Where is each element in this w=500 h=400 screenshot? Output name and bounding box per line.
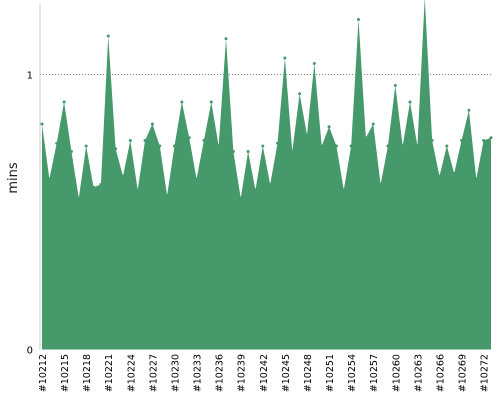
data-point	[430, 139, 434, 142]
data-point	[253, 188, 257, 192]
data-point	[158, 144, 162, 148]
data-point	[342, 188, 346, 192]
data-point	[172, 144, 176, 148]
data-point	[165, 194, 169, 197]
data-point	[379, 183, 383, 186]
data-point	[452, 172, 456, 175]
x-tick-label: #10233	[193, 354, 204, 392]
data-point	[246, 150, 250, 153]
data-point	[408, 100, 412, 104]
data-point	[99, 183, 103, 186]
data-point	[136, 188, 140, 192]
x-tick-label: #10224	[126, 354, 137, 392]
data-point	[106, 34, 110, 38]
data-point	[121, 174, 125, 178]
data-point	[114, 147, 118, 151]
data-point	[268, 183, 272, 186]
data-point	[217, 144, 221, 148]
y-axis-title: mins	[6, 162, 21, 194]
x-tick-label: #10263	[413, 354, 424, 392]
x-tick-label: #10260	[391, 354, 402, 392]
data-point	[150, 122, 154, 126]
data-point	[224, 37, 228, 41]
data-point	[84, 144, 88, 148]
data-point	[298, 92, 302, 96]
data-point	[467, 108, 471, 112]
x-tick-label: #10239	[237, 354, 248, 392]
data-point	[180, 100, 184, 104]
data-point	[69, 150, 73, 153]
x-tick-label: #10245	[281, 354, 292, 392]
x-tick-label: #10266	[435, 354, 446, 392]
y-tick-label: 1	[27, 71, 33, 82]
data-point	[386, 144, 390, 148]
data-point	[209, 100, 213, 104]
area-series	[42, 0, 491, 350]
data-point	[276, 141, 280, 145]
y-tick-label: 0	[27, 346, 33, 357]
data-point	[393, 84, 397, 87]
data-point	[445, 144, 449, 148]
data-point	[349, 144, 353, 148]
data-point	[334, 144, 338, 148]
x-tick-label: #10248	[303, 354, 314, 392]
data-point	[401, 144, 405, 148]
data-point	[92, 185, 96, 189]
data-point	[202, 139, 206, 142]
x-tick-label: #10212	[38, 354, 49, 392]
x-tick-label: #10236	[215, 354, 226, 392]
data-point	[437, 174, 441, 178]
data-point	[239, 196, 243, 200]
data-point	[261, 144, 265, 148]
x-tick-labels: #10212 #10215 #10218 #10221 #10224 #10227 #102…	[38, 354, 491, 392]
x-tick-label: #10251	[325, 354, 336, 392]
data-point	[62, 100, 66, 104]
data-point	[40, 122, 44, 126]
data-point	[128, 139, 132, 142]
data-point	[357, 18, 361, 21]
data-point	[489, 136, 493, 140]
data-point	[312, 62, 316, 65]
x-tick-label: #10230	[170, 354, 181, 392]
data-point	[415, 144, 419, 148]
data-point	[327, 125, 331, 129]
data-point	[187, 136, 191, 140]
x-tick-label: #10269	[458, 354, 469, 392]
data-point	[474, 177, 478, 181]
data-point	[290, 150, 294, 153]
data-point	[283, 56, 287, 60]
x-tick-label: #10218	[82, 354, 93, 392]
data-point	[371, 122, 375, 126]
x-tick-label: #10215	[60, 354, 71, 392]
data-point	[305, 133, 309, 137]
data-point	[482, 139, 486, 142]
x-tick-label: #10242	[259, 354, 270, 392]
area-layer	[40, 0, 493, 350]
x-tick-label: #10272	[480, 354, 491, 392]
data-point	[55, 141, 59, 145]
data-point	[364, 136, 368, 140]
data-point	[320, 144, 324, 148]
data-point	[195, 177, 199, 181]
x-tick-label: #10227	[148, 354, 159, 392]
data-point	[47, 177, 51, 181]
data-point	[231, 150, 235, 153]
data-point	[77, 196, 81, 200]
data-point	[143, 139, 147, 142]
x-tick-label: #10254	[347, 354, 358, 392]
y-tick-labels: 01	[27, 71, 33, 357]
x-tick-label: #10257	[369, 354, 380, 392]
x-tick-label: #10221	[104, 354, 115, 392]
data-point	[460, 139, 464, 142]
